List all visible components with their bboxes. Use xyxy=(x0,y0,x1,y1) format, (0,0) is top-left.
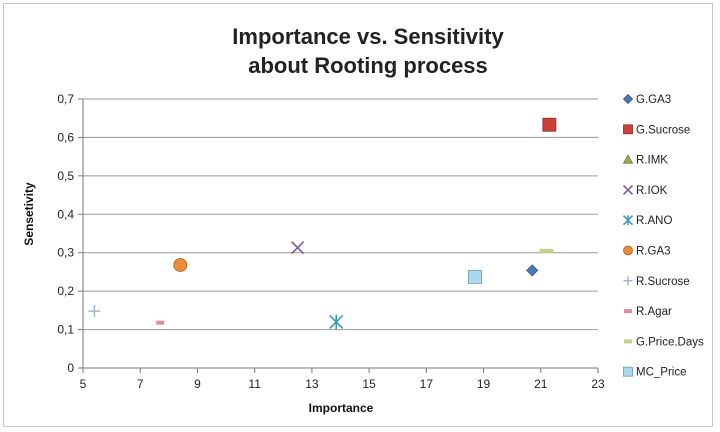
gridlines xyxy=(83,98,598,331)
x-tick-label: 15 xyxy=(362,377,376,391)
legend-label-g-ga3: G.GA3 xyxy=(636,94,671,106)
legend-item-mc-price: MC_Price xyxy=(623,366,686,379)
y-tick-label: 0,3 xyxy=(57,246,74,260)
legend-label-g-sucrose: G.Sucrose xyxy=(636,124,690,136)
legend-marker-r-agar xyxy=(624,309,632,314)
legend-marker-r-imk xyxy=(622,154,634,164)
x-tick-label: 13 xyxy=(305,377,319,391)
x-tick-label: 9 xyxy=(194,377,201,391)
legend-item-g-sucrose: G.Sucrose xyxy=(623,124,690,136)
legend-item-g-price-days: G.Price.Days xyxy=(624,336,704,348)
legend-label-r-agar: R.Agar xyxy=(636,306,672,318)
tick-labels: 0 0,1 0,2 0,3 0,4 0,5 0,6 0,7 5 7 9 11 13 15 17 19 21 23 xyxy=(57,92,605,391)
legend-marker-g-sucrose xyxy=(623,124,633,135)
legend-label-mc-price: MC_Price xyxy=(636,367,686,379)
legend-label-r-ano: R.ANO xyxy=(636,215,672,227)
legend-marker-r-ano xyxy=(622,215,634,226)
point-mc-price xyxy=(468,270,482,284)
y-tick-label: 0 xyxy=(67,361,74,375)
legend-item-g-ga3: G.GA3 xyxy=(622,93,671,106)
chart-frame xyxy=(3,3,713,427)
x-tick-label: 7 xyxy=(137,377,144,391)
x-tick-label: 11 xyxy=(248,377,261,391)
legend-marker-g-ga3 xyxy=(622,93,634,105)
y-tick-label: 0,6 xyxy=(57,130,74,144)
x-tick-label: 5 xyxy=(80,377,87,391)
point-r-sucrose xyxy=(88,305,101,318)
legend-marker-mc-price xyxy=(623,366,633,377)
y-tick-label: 0,5 xyxy=(57,169,74,183)
y-tick-label: 0,2 xyxy=(57,284,74,298)
axes xyxy=(78,98,599,373)
point-r-ga3 xyxy=(173,258,188,272)
legend: G.GA3 G.Sucrose R.IMK R.IOK R.ANO R.GA3 R.Sucr… xyxy=(622,93,704,379)
data-points xyxy=(88,117,557,330)
point-r-agar xyxy=(156,320,165,325)
y-tick-label: 0,1 xyxy=(57,323,74,337)
x-axis-label: Importance xyxy=(309,401,374,415)
chart-title-line-1: Importance vs. Sensitivity xyxy=(232,24,504,49)
legend-label-r-iok: R.IOK xyxy=(636,185,668,197)
legend-label-r-imk: R.IMK xyxy=(636,155,668,167)
point-g-ga3 xyxy=(526,264,539,277)
legend-marker-r-iok xyxy=(622,184,634,195)
x-tick-label: 21 xyxy=(534,377,548,391)
legend-marker-r-ga3 xyxy=(623,245,633,256)
y-tick-label: 0,7 xyxy=(57,92,74,106)
legend-label-r-ga3: R.GA3 xyxy=(636,246,671,258)
legend-label-r-sucrose: R.Sucrose xyxy=(636,276,690,288)
x-tick-label: 23 xyxy=(591,377,605,391)
y-tick-label: 0,4 xyxy=(57,207,74,221)
legend-item-r-agar: R.Agar xyxy=(624,306,672,318)
chart-title-line-2: about Rooting process xyxy=(248,53,488,78)
legend-marker-r-sucrose xyxy=(623,276,633,286)
legend-item-r-imk: R.IMK xyxy=(622,154,668,167)
x-tick-label: 17 xyxy=(420,377,434,391)
point-r-ano xyxy=(329,314,344,330)
legend-item-r-sucrose: R.Sucrose xyxy=(623,276,690,288)
point-g-sucrose xyxy=(542,117,557,132)
point-g-price-days xyxy=(539,248,554,253)
legend-item-r-ano: R.ANO xyxy=(622,215,672,227)
legend-label-g-price-days: G.Price.Days xyxy=(636,336,704,348)
x-tick-label: 19 xyxy=(477,377,491,391)
legend-item-r-iok: R.IOK xyxy=(622,184,668,197)
y-axis-label: Sensetivity xyxy=(22,182,36,246)
legend-item-r-ga3: R.GA3 xyxy=(623,245,671,258)
point-r-iok xyxy=(291,241,305,255)
legend-marker-g-price-days xyxy=(624,339,632,344)
